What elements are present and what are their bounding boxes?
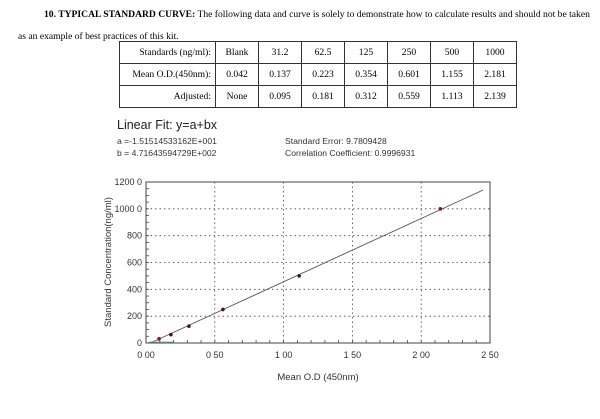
y-tick-label: 1200 0	[114, 177, 142, 187]
x-axis-label: Mean O.D (450nm)	[277, 372, 358, 383]
y-tick-label: 1000 0	[114, 204, 142, 214]
data-point	[297, 274, 301, 278]
correlation-coefficient: Correlation Coefficient: 0.9996931	[285, 148, 416, 158]
y-tick-label: 200	[127, 311, 142, 321]
fit-title: Linear Fit: y=a+bx	[117, 118, 218, 132]
x-tick-label: 2 50	[481, 350, 499, 360]
x-tick-label: 2 00	[412, 350, 430, 360]
data-point	[169, 332, 173, 337]
chart-plot	[148, 189, 484, 344]
fit-line	[150, 189, 484, 344]
fit-a-coefficient: a =-1.51514533162E+001	[117, 136, 217, 146]
data-point	[221, 307, 225, 312]
x-tick-label: 0 50	[206, 350, 224, 360]
fit-summary: Linear Fit: y=a+bx a =-1.51514533162E+00…	[117, 118, 415, 159]
x-tick-label: 1 50	[344, 350, 362, 360]
data-point	[187, 324, 191, 329]
section-heading: 10. TYPICAL STANDARD CURVE: The followin…	[18, 4, 593, 48]
table-cell: 2.139	[473, 85, 517, 108]
y-tick-label: 800	[127, 231, 142, 241]
fit-stats: Standard Error: 9.7809428 Correlation Co…	[285, 135, 415, 159]
x-tick-label: 1 00	[275, 350, 293, 360]
y-tick-label: 0	[137, 338, 142, 348]
data-point	[438, 207, 443, 211]
chart-grid	[146, 182, 490, 343]
y-axis-label: Standard Concentration(ng/ml)	[103, 197, 114, 327]
table-row: Mean O.D.(450nm): 0.042 0.137 0.223 0.354 0.6…	[119, 63, 517, 86]
standards-table: Standards (ng/ml): Blank 31.2 62.5 125 250 500…	[119, 41, 517, 108]
data-point	[157, 337, 161, 341]
section-title: 10. TYPICAL STANDARD CURVE:	[44, 9, 196, 20]
fit-b-coefficient: b = 4.71643594729E+002	[117, 148, 217, 158]
table-cell: 0.559	[387, 85, 431, 108]
table-row: Adjusted: None 0.095 0.181 0.312 0.559 1.113 2.…	[119, 85, 517, 108]
standard-error: Standard Error: 9.7809428	[285, 136, 387, 146]
x-tick-label: 0 00	[137, 350, 155, 360]
y-tick-label: 400	[127, 284, 142, 294]
chart-axes: 0 00 0 50 1 00 1 50 2 00 2 500200400600800100…	[114, 177, 498, 360]
section-description: The following data and curve is solely t…	[18, 9, 590, 42]
y-tick-label: 600	[127, 258, 142, 268]
